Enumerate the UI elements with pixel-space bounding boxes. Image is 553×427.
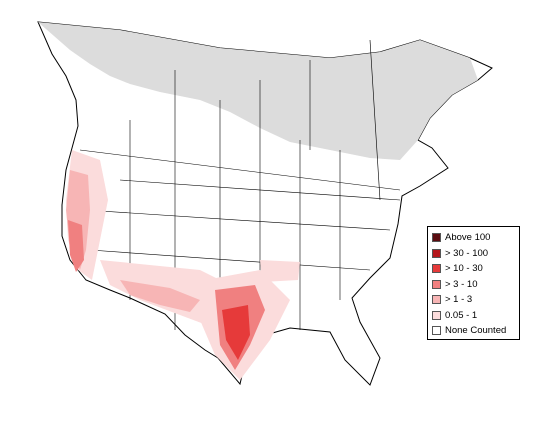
- legend-item: > 30 - 100: [432, 246, 516, 262]
- legend-swatch: [432, 279, 441, 289]
- legend-label: Above 100: [445, 232, 491, 243]
- legend-item: > 10 - 30: [432, 261, 516, 277]
- legend-item: > 3 - 10: [432, 277, 516, 293]
- oklahoma-light: [260, 260, 300, 282]
- northern-band: [38, 22, 478, 160]
- legend-swatch: [432, 233, 441, 243]
- legend-swatch: [432, 264, 441, 274]
- legend-label: > 30 - 100: [445, 247, 489, 259]
- legend-label: > 1 - 3: [445, 294, 473, 305]
- legend-item: None Counted: [432, 323, 516, 339]
- legend-swatch: [432, 248, 441, 258]
- legend-swatch: [432, 310, 441, 320]
- legend-swatch: [432, 326, 441, 336]
- legend-item: 0.05 - 1: [432, 308, 516, 324]
- southwest-mid: [120, 280, 200, 312]
- legend-item: Above 100: [432, 230, 516, 246]
- legend-label: 0.05 - 1: [445, 309, 478, 321]
- legend-swatch: [432, 295, 441, 305]
- legend: Above 100 > 30 - 100 > 10 - 30 > 3 - 10 > 1 …: [427, 226, 520, 340]
- texas-high: [222, 305, 250, 360]
- legend-label: > 10 - 30: [445, 263, 483, 274]
- legend-item: > 1 - 3: [432, 292, 516, 308]
- abundance-regions: [66, 150, 300, 380]
- legend-label: None Counted: [445, 325, 507, 336]
- legend-label: > 3 - 10: [445, 278, 478, 290]
- california-high: [68, 220, 84, 272]
